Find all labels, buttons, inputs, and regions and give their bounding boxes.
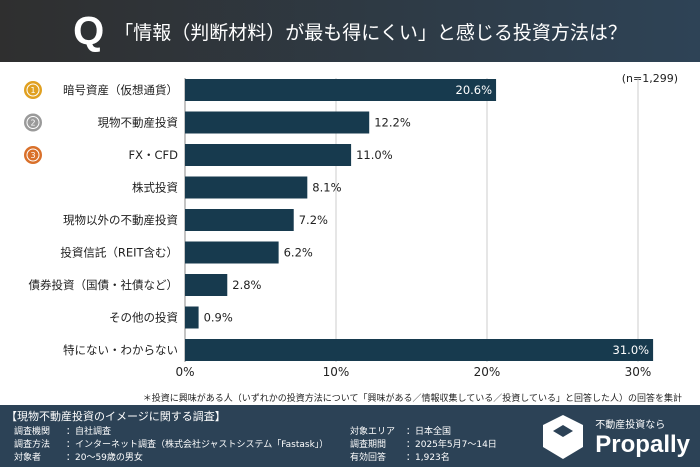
x-tick-label: 0% [175, 365, 194, 379]
survey-title: 【現物不動産投資のイメージに関する調査】 [6, 410, 226, 423]
rank-number: 3 [30, 151, 35, 160]
bar [185, 241, 279, 264]
medal-ring [26, 83, 40, 97]
survey-footer: 【現物不動産投資のイメージに関する調査】 調査機関 ：自社調査調査方法 ：インターネ… [0, 405, 700, 467]
value-label: 2.8% [232, 278, 261, 292]
category-label: 特にない・わからない [63, 343, 178, 357]
medal-ring [26, 116, 40, 129]
bar [185, 209, 294, 231]
category-label: 投資信託（REIT含む） [60, 246, 178, 260]
survey-value: ：1,923名 [406, 453, 450, 463]
bar [185, 79, 497, 101]
value-label: 0.9% [204, 311, 233, 325]
survey-key: 調査機関 [14, 427, 51, 437]
value-label: 12.2% [374, 116, 411, 130]
value-label: 11.0% [356, 148, 393, 162]
survey-key: 対象エリア [350, 427, 396, 437]
survey-key: 対象者 [14, 453, 42, 463]
category-label: FX・CFD [129, 148, 179, 162]
x-tick-label: 10% [323, 365, 350, 379]
propally-logo: 不動産投資なら Propally [539, 413, 690, 461]
bar [185, 111, 370, 134]
survey-key: 調査方法 [14, 440, 51, 450]
bar [185, 144, 352, 166]
bar [185, 274, 228, 296]
category-label: 現物以外の不動産投資 [63, 213, 178, 227]
page-title: 「情報（判断材料）が最も得にくい」と感じる投資方法は？ [114, 21, 627, 44]
bar [185, 339, 654, 361]
bar [185, 176, 308, 199]
category-label: 現物不動産投資 [98, 116, 179, 130]
medal-ring [26, 148, 40, 162]
x-tick-label: 30% [625, 365, 652, 379]
sample-size: (n=1,299) [621, 72, 678, 85]
value-label: 8.1% [312, 181, 341, 195]
survey-value: ：20～59歳の男女 [66, 453, 143, 463]
category-label: 債券投資（国債・社債など） [29, 278, 179, 292]
logo-icon [543, 415, 584, 459]
survey-key: 調査期間 [350, 440, 387, 450]
bar-chart: 0% 10% 20% 30% 暗号資産（仮想通貨） 20.6% 1 現物不動産投資 12.2% 2… [24, 78, 654, 379]
rank-number: 2 [30, 119, 35, 128]
survey-value: ：自社調査 [66, 427, 112, 437]
survey-value: ：インターネット調査（株式会社ジャストシステム「Fastask」） [66, 440, 329, 450]
value-label: 6.2% [284, 246, 313, 260]
x-tick-label: 20% [474, 365, 501, 379]
logo-tagline: 不動産投資なら [595, 419, 666, 431]
logo-name: Propally [595, 430, 690, 458]
footnote: ＊投資に興味がある人（いずれかの投資方法について「興味がある／情報収集している／… [142, 394, 682, 404]
category-label: その他の投資 [109, 311, 178, 325]
category-label: 暗号資産（仮想通貨） [63, 83, 178, 97]
survey-value: ：日本全国 [406, 427, 452, 437]
rank-number: 1 [30, 86, 35, 95]
value-label: 7.2% [299, 213, 328, 227]
bar [185, 306, 199, 329]
q-mark: Q [73, 8, 105, 53]
value-label: 20.6% [456, 83, 493, 97]
value-label: 31.0% [613, 343, 650, 357]
survey-value: ：2025年5月7～14日 [406, 440, 497, 450]
header: Q 「情報（判断材料）が最も得にくい」と感じる投資方法は？ [0, 0, 700, 62]
category-label: 株式投資 [132, 181, 178, 195]
survey-key: 有効回答 [350, 453, 387, 463]
